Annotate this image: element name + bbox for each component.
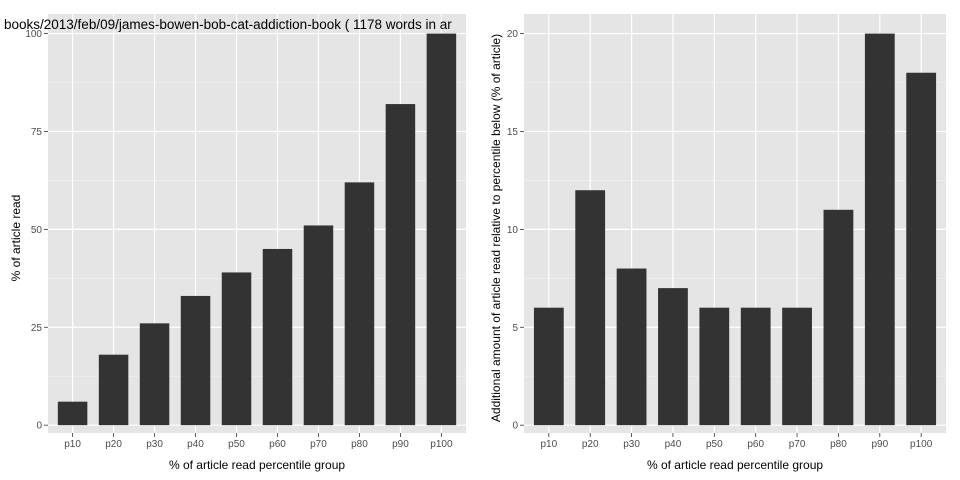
chart-title: books/2013/feb/09/james-bowen-bob-cat-ad… [4,17,452,32]
bar-p100 [906,72,937,426]
bar-p60 [262,248,293,426]
x-tick-label: p80 [830,439,847,450]
x-axis-title: % of article read percentile group [647,458,823,472]
x-tick-label: p100 [910,439,933,450]
x-tick-label: p50 [706,439,723,450]
y-tick-label: 0 [512,421,518,432]
bar-p20 [98,354,129,426]
y-tick-label: 100 [25,29,42,40]
x-axis-ticks: p10 p20 p30 p40 p50 p60 p70 p80 p90 p100 [64,433,453,450]
x-tick-label: p10 [540,439,557,450]
x-tick-label: p20 [105,439,122,450]
x-tick-label: p70 [310,439,327,450]
bar-p90 [385,104,416,426]
bar-p30 [616,268,647,426]
x-axis-ticks: p10 p20 p30 p40 p50 p60 p70 p80 p90 p100 [540,433,933,450]
y-tick-label: 25 [31,323,43,334]
y-tick-label: 5 [512,323,518,334]
x-tick-label: p90 [871,439,888,450]
x-tick-label: p30 [146,439,163,450]
additional-read-chart: 0 5 10 15 20 p10 p20 p30 p40 p50 p60 p70 p80 p90 p100… [489,14,946,472]
y-tick-label: 15 [507,127,519,138]
x-tick-label: p40 [187,439,204,450]
x-tick-label: p70 [789,439,806,450]
x-axis-title: % of article read percentile group [169,458,345,472]
bar-p50 [699,307,730,426]
y-tick-label: 75 [31,127,43,138]
x-tick-label: p90 [392,439,409,450]
bar-p10 [57,401,88,426]
y-tick-label: 10 [507,225,519,236]
bar-p40 [658,288,688,426]
y-tick-label: 20 [507,29,519,40]
bar-p80 [344,182,375,426]
bars [57,33,457,426]
x-tick-label: p100 [430,439,453,450]
y-tick-label: 50 [31,225,43,236]
x-tick-label: p80 [351,439,368,450]
x-tick-label: p10 [64,439,81,450]
y-tick-label: 0 [36,421,42,432]
x-tick-label: p50 [228,439,245,450]
bar-p90 [864,33,895,426]
bar-p20 [575,190,606,426]
bar-p60 [740,307,771,426]
bar-p30 [139,323,170,426]
bar-p40 [180,295,211,426]
y-axis-title: Additional amount of article read relati… [489,34,503,422]
bars [533,33,937,426]
x-tick-label: p60 [269,439,286,450]
bar-p50 [221,272,252,426]
x-tick-label: p30 [623,439,640,450]
x-tick-label: p60 [747,439,764,450]
x-tick-label: p20 [582,439,599,450]
bar-p80 [823,209,854,426]
bar-p70 [782,307,812,426]
bar-p100 [426,33,457,426]
y-axis-ticks: 0 25 50 75 100 [25,29,48,432]
bar-p70 [303,225,334,426]
bar-p10 [533,307,564,426]
y-axis-title: % of article read [9,195,23,282]
x-tick-label: p40 [665,439,682,450]
y-axis-ticks: 0 5 10 15 20 [507,29,524,432]
